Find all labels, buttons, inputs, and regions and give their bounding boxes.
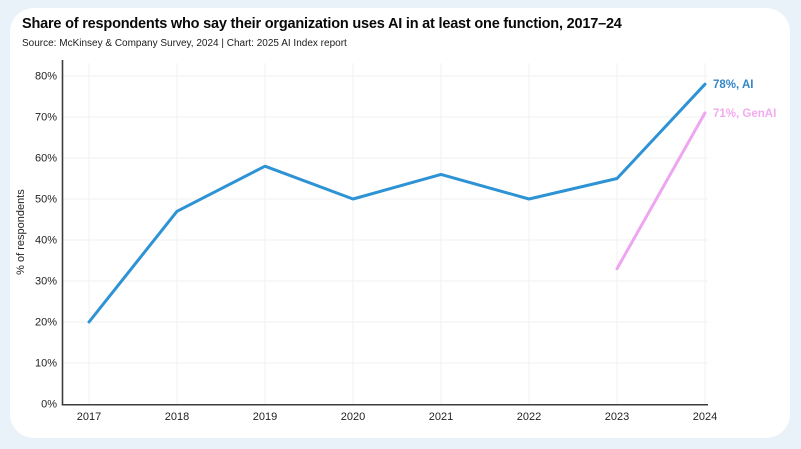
chart-title: Share of respondents who say their organ… (22, 16, 622, 32)
y-tick-label: 50% (35, 194, 57, 206)
series-end-label-ai: 78%, AI (713, 79, 753, 91)
x-tick-label: 2021 (429, 411, 453, 423)
chart-card (10, 8, 790, 438)
series-end-label-genai: 71%, GenAI (713, 108, 776, 120)
y-tick-label: 30% (35, 276, 57, 288)
y-tick-label: 80% (35, 71, 57, 83)
series-line-ai (87, 82, 707, 324)
chart-source: Source: McKinsey & Company Survey, 2024 … (22, 38, 347, 49)
chart-axes (61, 60, 708, 406)
x-tick-label: 2019 (253, 411, 277, 423)
y-tick-label: 10% (35, 358, 57, 370)
series-line-genai (615, 111, 707, 271)
x-tick-label: 2024 (693, 411, 717, 423)
x-tick-label: 2020 (341, 411, 365, 423)
y-tick-label: 70% (35, 112, 57, 124)
chart-gridlines (63, 63, 708, 404)
x-tick-label: 2018 (165, 411, 189, 423)
x-tick-label: 2023 (605, 411, 629, 423)
chart-tick-labels: 0% 10% 20% 30% 40% 50% 60% 70% 80% 2017 2018 2019 20… (35, 71, 717, 424)
y-axis-title: % of respondents (15, 189, 27, 275)
chart-series (87, 82, 707, 324)
y-tick-label: 0% (41, 399, 57, 411)
y-tick-label: 40% (35, 235, 57, 247)
chart-end-labels: 78%, AI 71%, GenAI (713, 79, 776, 120)
y-tick-label: 60% (35, 153, 57, 165)
x-tick-label: 2017 (77, 411, 101, 423)
x-tick-label: 2022 (517, 411, 541, 423)
y-tick-label: 20% (35, 317, 57, 329)
